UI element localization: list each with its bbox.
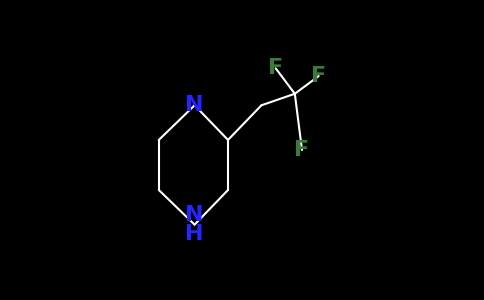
Text: F: F	[268, 58, 283, 78]
Text: F: F	[294, 140, 310, 160]
Text: N
H: N H	[185, 206, 204, 244]
Text: N: N	[185, 95, 204, 115]
Text: F: F	[311, 66, 326, 86]
